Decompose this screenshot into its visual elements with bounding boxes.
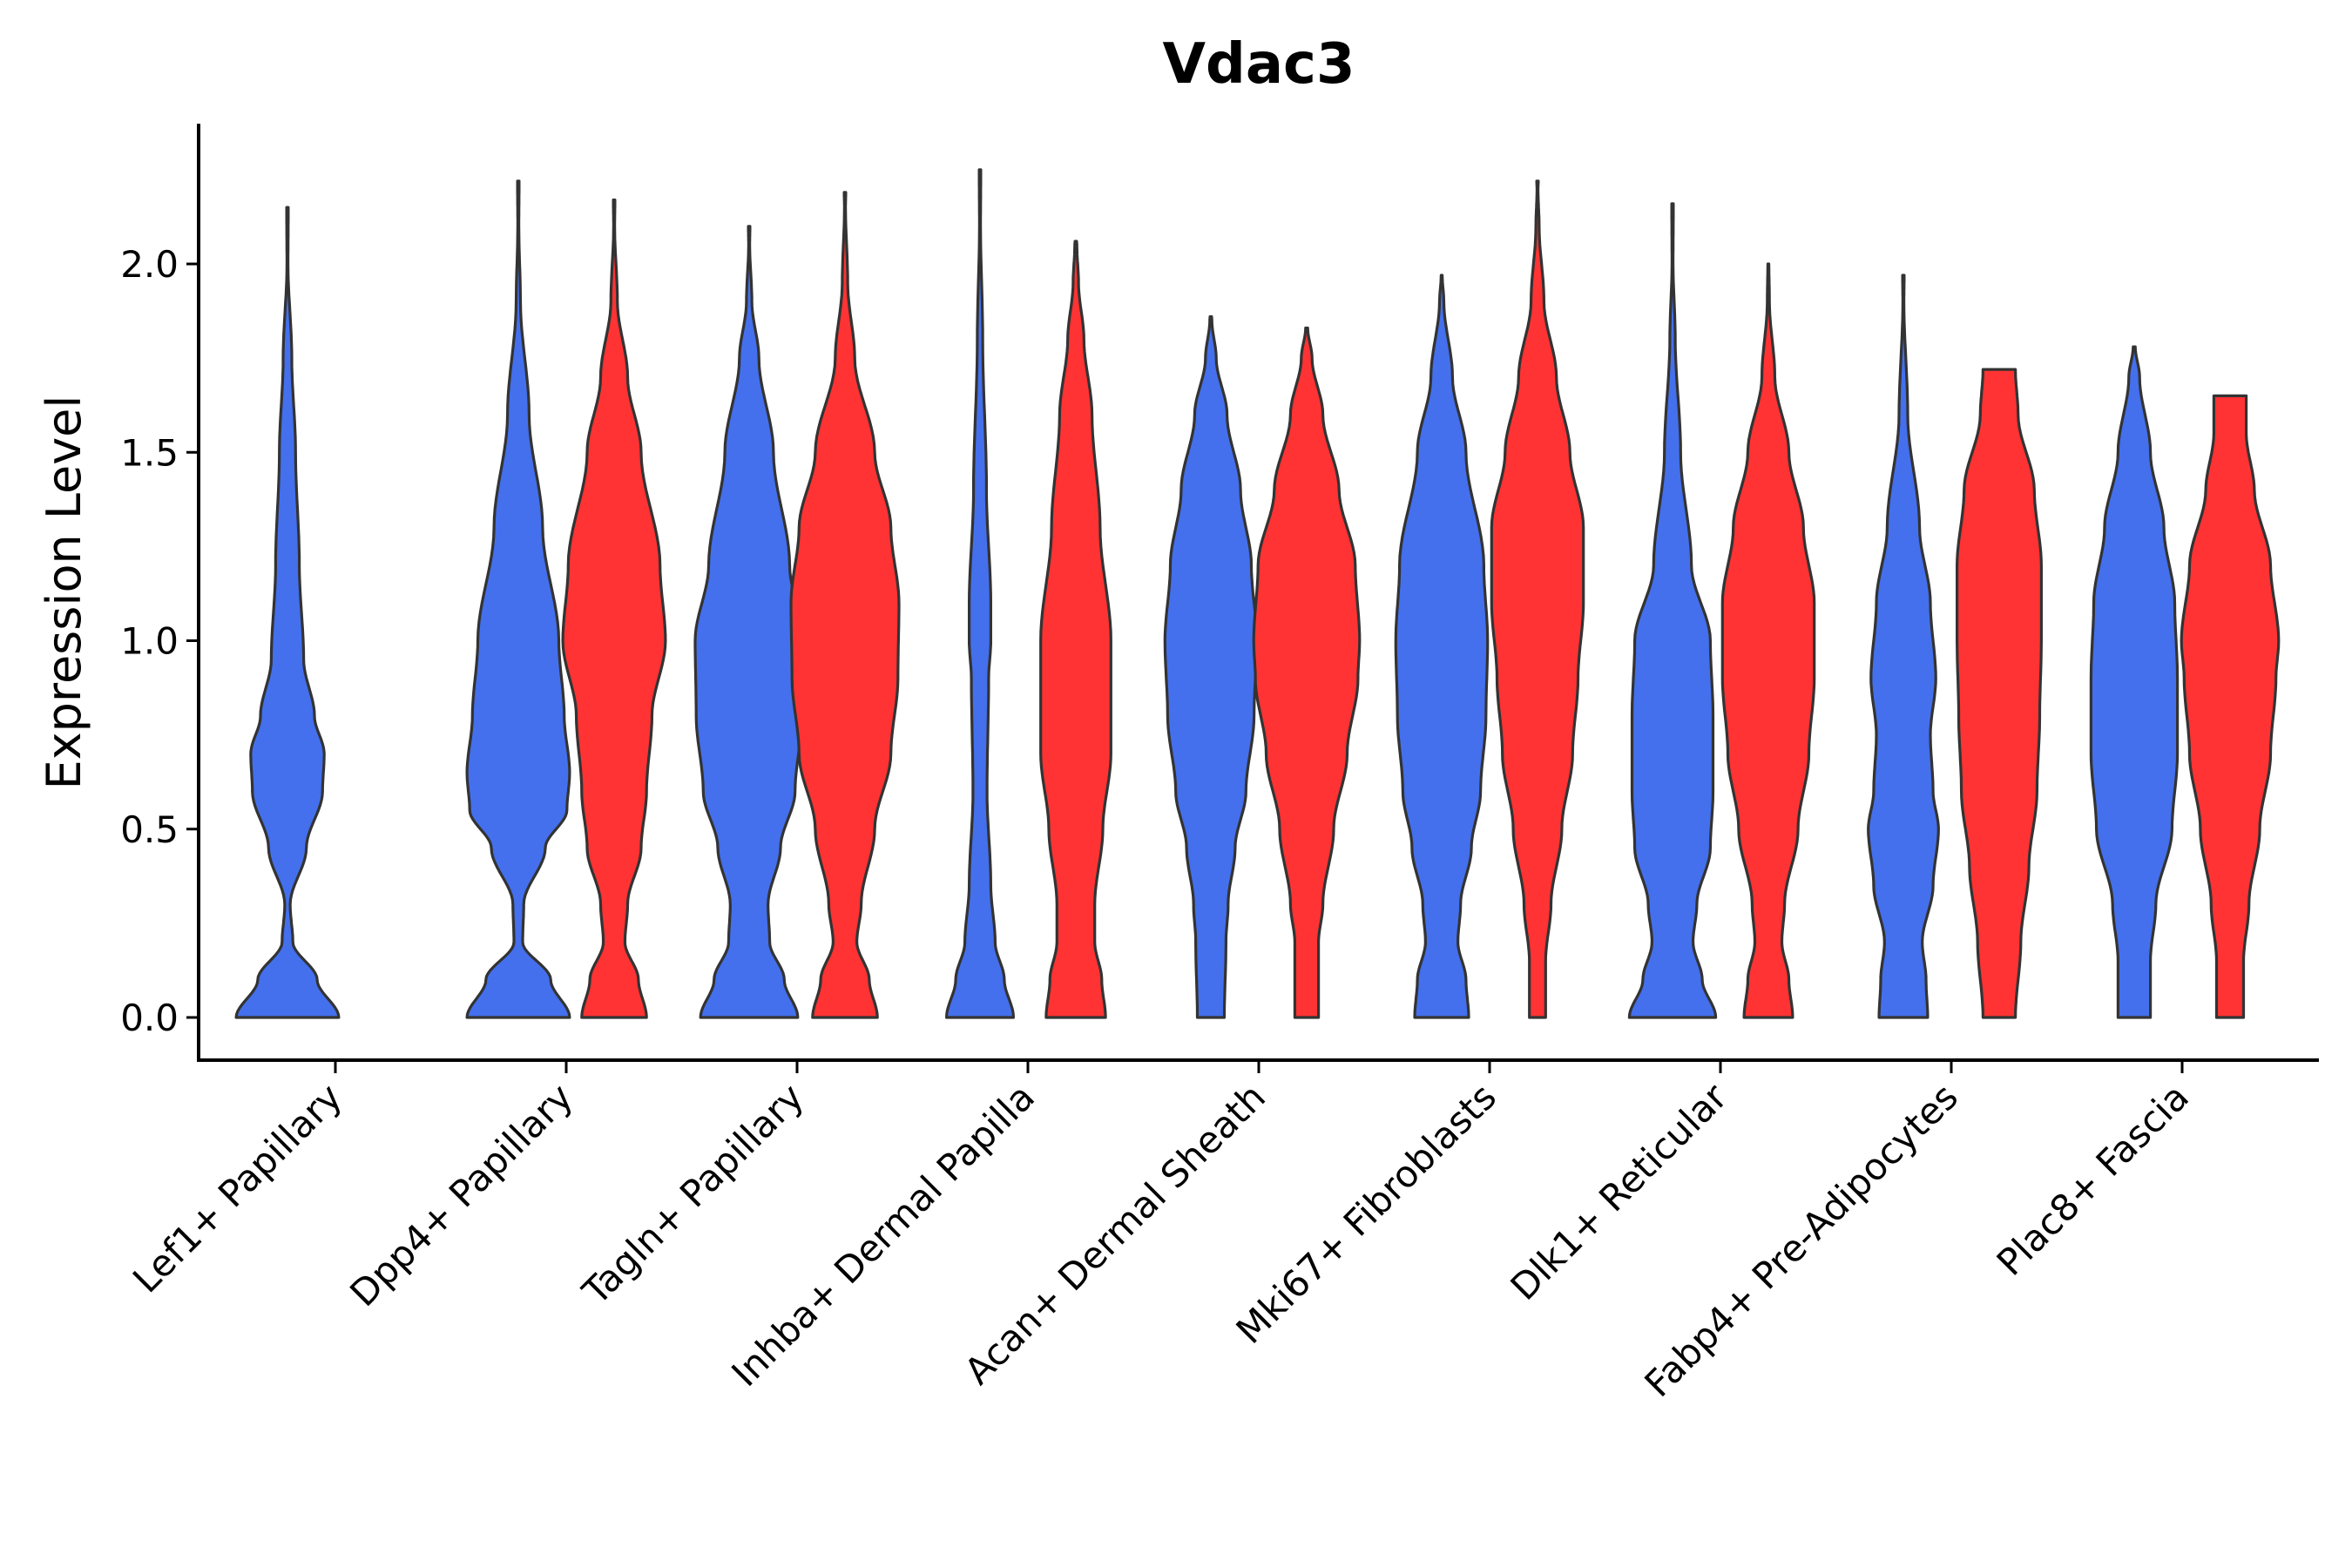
- x-tick-label: Mki67+ Fibroblasts: [1228, 1075, 1504, 1351]
- y-tick-label: 1.5: [120, 431, 179, 474]
- violin-group1: [1163, 314, 1259, 1019]
- y-tick-label: 0.5: [120, 808, 179, 851]
- y-tick-label: 1.0: [120, 620, 179, 663]
- violin-group2: [1252, 326, 1362, 1019]
- violin-group1: [2089, 345, 2180, 1019]
- violin-group2: [1039, 240, 1112, 1019]
- violin-group2: [561, 198, 667, 1019]
- violin-group1: [693, 225, 805, 1019]
- violin-group2: [2180, 394, 2281, 1019]
- violin-group: [234, 168, 2281, 1019]
- violin-group1: [465, 179, 571, 1019]
- y-tick-label: 2.0: [120, 243, 179, 286]
- violin-group2: [1490, 179, 1585, 1019]
- violin-group2: [1720, 262, 1816, 1019]
- violin-group2: [1956, 368, 2043, 1019]
- y-tick-label: 0.0: [120, 997, 179, 1039]
- violin-group1: [234, 206, 341, 1019]
- x-tick-label: Dlk1+ Reticular: [1503, 1075, 1736, 1308]
- x-tick-label: Lef1+ Papillary: [125, 1075, 350, 1301]
- violin-group1: [945, 168, 1015, 1019]
- violin-group1: [1627, 202, 1718, 1019]
- chart-title: Vdac3: [1163, 32, 1355, 97]
- x-tick-label: Dpp4+ Papillary: [341, 1075, 581, 1315]
- x-tick-label: Tagln+ Papillary: [574, 1075, 812, 1313]
- y-axis-label: Expression Level: [37, 395, 91, 790]
- violin-group2: [789, 191, 901, 1019]
- x-tick-label: Plac8+ Fascia: [1989, 1075, 2197, 1283]
- violin-group1: [1394, 274, 1490, 1019]
- y-axis-ticks: 0.0 0.5 1.0 1.5 2.0: [120, 243, 199, 1039]
- violin-group1: [1867, 274, 1940, 1019]
